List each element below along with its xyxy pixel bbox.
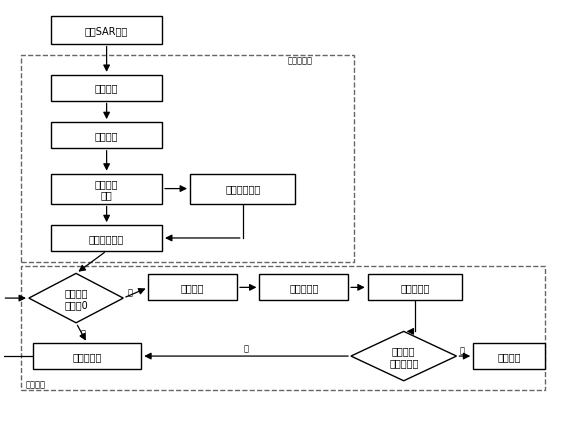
Polygon shape — [29, 274, 123, 323]
FancyBboxPatch shape — [51, 76, 162, 101]
FancyBboxPatch shape — [259, 275, 348, 301]
FancyBboxPatch shape — [51, 174, 162, 204]
Text: 否: 否 — [244, 344, 248, 353]
Text: 移至下一帧: 移至下一帧 — [72, 351, 102, 361]
Text: 图像转换: 图像转换 — [95, 83, 119, 93]
Text: 热点区域
检测: 热点区域 检测 — [95, 178, 119, 200]
FancyBboxPatch shape — [33, 343, 141, 369]
FancyBboxPatch shape — [473, 343, 545, 369]
Text: 目标区域图层: 目标区域图层 — [89, 233, 124, 243]
Text: 异常检测: 异常检测 — [95, 131, 119, 141]
Text: 海岗区域掩膜: 海岗区域掩膜 — [225, 184, 260, 194]
Text: 否: 否 — [80, 329, 85, 338]
Text: 输入SAR图像: 输入SAR图像 — [85, 26, 128, 36]
Text: 求局部閘値: 求局部閘値 — [289, 283, 319, 293]
Text: 是: 是 — [128, 287, 133, 296]
FancyBboxPatch shape — [148, 275, 237, 301]
Text: 二值化图像: 二值化图像 — [400, 283, 429, 293]
Text: 参数估计: 参数估计 — [181, 283, 205, 293]
Polygon shape — [351, 332, 456, 381]
FancyBboxPatch shape — [368, 275, 462, 301]
Text: 检测预处理: 检测预处理 — [287, 56, 312, 65]
FancyBboxPatch shape — [190, 174, 296, 204]
Text: 检测图像
是否处理完: 检测图像 是否处理完 — [389, 345, 419, 367]
FancyBboxPatch shape — [51, 226, 162, 251]
Text: 输出结果: 输出结果 — [497, 351, 521, 361]
Text: 是: 是 — [459, 345, 464, 354]
Text: 像元値是
否大于0: 像元値是 否大于0 — [64, 288, 88, 309]
Text: 目标检测: 目标检测 — [26, 379, 46, 388]
FancyBboxPatch shape — [51, 16, 162, 45]
FancyBboxPatch shape — [51, 123, 162, 148]
